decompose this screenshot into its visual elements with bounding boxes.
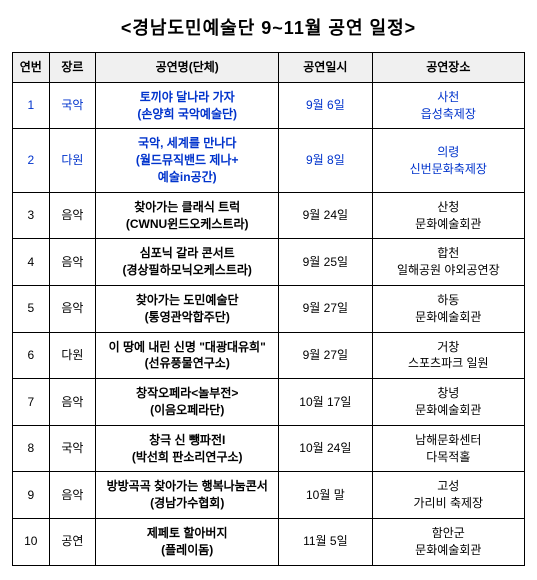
cell-no: 5 xyxy=(13,285,50,332)
cell-name: 창극 신 뺑파전I(박선희 판소리연구소) xyxy=(96,425,279,472)
cell-genre: 음악 xyxy=(49,379,96,426)
cell-genre: 음악 xyxy=(49,192,96,239)
cell-no: 2 xyxy=(13,129,50,192)
cell-no: 10 xyxy=(13,518,50,565)
cell-genre: 다원 xyxy=(49,332,96,379)
cell-venue: 남해문화센터다목적홀 xyxy=(372,425,524,472)
cell-venue: 함안군문화예술회관 xyxy=(372,518,524,565)
cell-venue: 하동문화예술회관 xyxy=(372,285,524,332)
cell-name: 찾아가는 클래식 트럭(CWNU윈드오케스트라) xyxy=(96,192,279,239)
cell-genre: 음악 xyxy=(49,472,96,519)
table-row: 10공연제페토 할아버지(플레이돔)11월 5일함안군문화예술회관 xyxy=(13,518,525,565)
cell-name: 심포닉 갈라 콘서트(경상필하모닉오케스트라) xyxy=(96,239,279,286)
cell-name: 제페토 할아버지(플레이돔) xyxy=(96,518,279,565)
cell-name: 이 땅에 내린 신명 "대광대유희"(선유풍물연구소) xyxy=(96,332,279,379)
cell-date: 11월 5일 xyxy=(279,518,372,565)
cell-no: 3 xyxy=(13,192,50,239)
col-genre: 장르 xyxy=(49,53,96,83)
table-row: 2다원국악, 세계를 만나다(월드뮤직밴드 제나+예술in공간)9월 8일의령신… xyxy=(13,129,525,192)
cell-name: 찾아가는 도민예술단(통영관악합주단) xyxy=(96,285,279,332)
cell-no: 4 xyxy=(13,239,50,286)
cell-venue: 창녕문화예술회관 xyxy=(372,379,524,426)
cell-venue: 합천일해공원 야외공연장 xyxy=(372,239,524,286)
cell-genre: 국악 xyxy=(49,425,96,472)
cell-genre: 국악 xyxy=(49,82,96,129)
col-venue: 공연장소 xyxy=(372,53,524,83)
cell-genre: 공연 xyxy=(49,518,96,565)
cell-venue: 고성가리비 축제장 xyxy=(372,472,524,519)
cell-venue: 산청문화예술회관 xyxy=(372,192,524,239)
cell-no: 6 xyxy=(13,332,50,379)
cell-no: 9 xyxy=(13,472,50,519)
cell-date: 10월 24일 xyxy=(279,425,372,472)
cell-no: 1 xyxy=(13,82,50,129)
table-row: 4음악심포닉 갈라 콘서트(경상필하모닉오케스트라)9월 25일합천일해공원 야… xyxy=(13,239,525,286)
page-title: <경남도민예술단 9~11월 공연 일정> xyxy=(12,14,525,40)
cell-venue: 의령신번문화축제장 xyxy=(372,129,524,192)
cell-venue: 사천읍성축제장 xyxy=(372,82,524,129)
table-row: 3음악찾아가는 클래식 트럭(CWNU윈드오케스트라)9월 24일산청문화예술회… xyxy=(13,192,525,239)
cell-name: 국악, 세계를 만나다(월드뮤직밴드 제나+예술in공간) xyxy=(96,129,279,192)
cell-genre: 음악 xyxy=(49,239,96,286)
table-row: 8국악창극 신 뺑파전I(박선희 판소리연구소)10월 24일남해문화센터다목적… xyxy=(13,425,525,472)
cell-genre: 다원 xyxy=(49,129,96,192)
table-row: 7음악창작오페라<놀부전>(이음오페라단)10월 17일창녕문화예술회관 xyxy=(13,379,525,426)
cell-date: 9월 27일 xyxy=(279,285,372,332)
table-row: 6다원이 땅에 내린 신명 "대광대유희"(선유풍물연구소)9월 27일거창스포… xyxy=(13,332,525,379)
cell-name: 창작오페라<놀부전>(이음오페라단) xyxy=(96,379,279,426)
cell-date: 9월 25일 xyxy=(279,239,372,286)
col-no: 연번 xyxy=(13,53,50,83)
col-date: 공연일시 xyxy=(279,53,372,83)
cell-venue: 거창스포츠파크 일원 xyxy=(372,332,524,379)
cell-date: 10월 17일 xyxy=(279,379,372,426)
cell-date: 9월 6일 xyxy=(279,82,372,129)
table-header-row: 연번 장르 공연명(단체) 공연일시 공연장소 xyxy=(13,53,525,83)
cell-date: 9월 24일 xyxy=(279,192,372,239)
cell-date: 10월 말 xyxy=(279,472,372,519)
cell-name: 토끼야 달나라 가자(손양희 국악예술단) xyxy=(96,82,279,129)
cell-name: 방방곡곡 찾아가는 행복나눔콘서(경남가수협회) xyxy=(96,472,279,519)
cell-date: 9월 8일 xyxy=(279,129,372,192)
table-row: 9음악방방곡곡 찾아가는 행복나눔콘서(경남가수협회)10월 말고성가리비 축제… xyxy=(13,472,525,519)
cell-date: 9월 27일 xyxy=(279,332,372,379)
cell-genre: 음악 xyxy=(49,285,96,332)
cell-no: 8 xyxy=(13,425,50,472)
col-name: 공연명(단체) xyxy=(96,53,279,83)
table-row: 1국악토끼야 달나라 가자(손양희 국악예술단)9월 6일사천읍성축제장 xyxy=(13,82,525,129)
table-row: 5음악찾아가는 도민예술단(통영관악합주단)9월 27일하동문화예술회관 xyxy=(13,285,525,332)
cell-no: 7 xyxy=(13,379,50,426)
schedule-table: 연번 장르 공연명(단체) 공연일시 공연장소 1국악토끼야 달나라 가자(손양… xyxy=(12,52,525,566)
